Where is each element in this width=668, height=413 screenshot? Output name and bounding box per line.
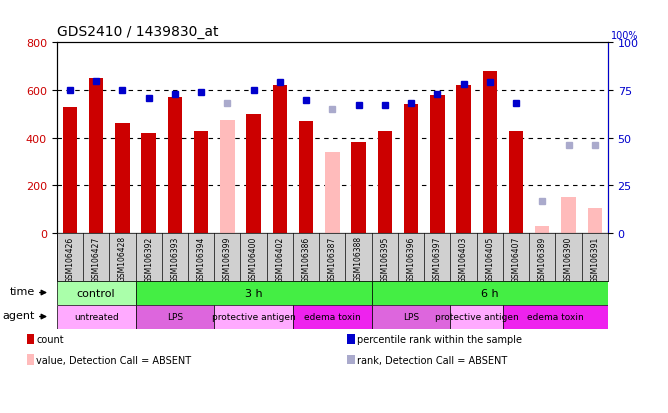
Bar xyxy=(136,305,214,329)
Text: agent: agent xyxy=(3,311,35,320)
Bar xyxy=(142,134,156,233)
Text: 3 h: 3 h xyxy=(244,288,263,298)
Bar xyxy=(57,281,136,305)
Bar xyxy=(115,124,130,233)
Text: GSM106400: GSM106400 xyxy=(249,236,258,282)
Text: count: count xyxy=(36,334,64,344)
Bar xyxy=(136,281,371,305)
Text: GSM106389: GSM106389 xyxy=(538,236,547,282)
Text: protective antigen: protective antigen xyxy=(435,312,518,321)
Text: edema toxin: edema toxin xyxy=(304,312,361,321)
Text: rank, Detection Call = ABSENT: rank, Detection Call = ABSENT xyxy=(357,355,507,365)
Text: percentile rank within the sample: percentile rank within the sample xyxy=(357,334,522,344)
Bar xyxy=(456,86,471,233)
Bar xyxy=(273,86,287,233)
Bar xyxy=(509,131,523,233)
Text: GDS2410 / 1439830_at: GDS2410 / 1439830_at xyxy=(57,25,218,39)
Bar xyxy=(325,152,339,233)
Bar xyxy=(371,305,450,329)
Bar xyxy=(63,107,77,233)
Text: GSM106388: GSM106388 xyxy=(354,236,363,282)
Bar xyxy=(168,98,182,233)
Text: LPS: LPS xyxy=(167,312,183,321)
Bar xyxy=(299,122,313,233)
Text: GSM106387: GSM106387 xyxy=(328,236,337,282)
Text: GSM106392: GSM106392 xyxy=(144,236,153,282)
Bar xyxy=(351,143,366,233)
Text: edema toxin: edema toxin xyxy=(527,312,584,321)
Text: GSM106428: GSM106428 xyxy=(118,236,127,282)
Text: untreated: untreated xyxy=(73,312,118,321)
Text: GSM106390: GSM106390 xyxy=(564,236,573,282)
Text: control: control xyxy=(77,288,116,298)
Bar xyxy=(194,131,208,233)
Text: GSM106399: GSM106399 xyxy=(223,236,232,282)
Bar xyxy=(220,121,234,233)
Text: GSM106391: GSM106391 xyxy=(591,236,599,282)
Text: GSM106426: GSM106426 xyxy=(65,236,74,282)
Bar xyxy=(503,305,608,329)
Bar xyxy=(535,226,550,233)
Bar xyxy=(246,114,261,233)
Bar xyxy=(561,198,576,233)
Text: GSM106386: GSM106386 xyxy=(301,236,311,282)
Text: time: time xyxy=(10,287,35,297)
Text: GSM106396: GSM106396 xyxy=(407,236,415,282)
Text: GSM106405: GSM106405 xyxy=(485,236,494,282)
Text: GSM106403: GSM106403 xyxy=(459,236,468,282)
Bar xyxy=(371,281,608,305)
Text: GSM106407: GSM106407 xyxy=(512,236,520,282)
Text: LPS: LPS xyxy=(403,312,419,321)
Bar xyxy=(57,305,136,329)
Text: GSM106393: GSM106393 xyxy=(170,236,180,282)
Bar xyxy=(588,209,602,233)
Text: GSM106402: GSM106402 xyxy=(275,236,285,282)
Bar xyxy=(482,72,497,233)
Text: GSM106395: GSM106395 xyxy=(380,236,389,282)
Bar xyxy=(214,305,293,329)
Bar xyxy=(89,79,104,233)
Bar xyxy=(404,105,418,233)
Text: GSM106394: GSM106394 xyxy=(196,236,206,282)
Text: protective antigen: protective antigen xyxy=(212,312,295,321)
Text: value, Detection Call = ABSENT: value, Detection Call = ABSENT xyxy=(36,355,192,365)
Text: GSM106427: GSM106427 xyxy=(92,236,101,282)
Text: 6 h: 6 h xyxy=(481,288,498,298)
Bar xyxy=(430,95,444,233)
Bar xyxy=(377,131,392,233)
Text: GSM106397: GSM106397 xyxy=(433,236,442,282)
Text: 100%: 100% xyxy=(611,31,639,41)
Bar xyxy=(293,305,371,329)
Bar xyxy=(450,305,503,329)
